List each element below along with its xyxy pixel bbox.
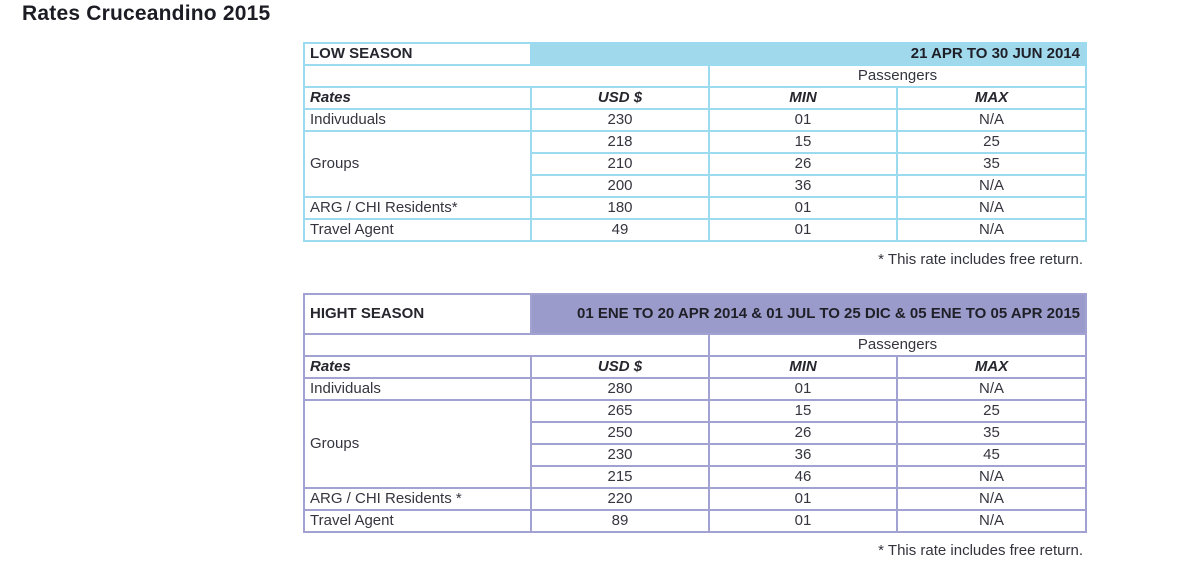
rates-table-low-season: LOW SEASON 21 APR TO 30 JUN 2014 Passeng… [303, 42, 1087, 242]
rate-category-cell: Travel Agent [303, 509, 532, 533]
min-value-cell: 01 [708, 108, 898, 132]
empty-cell [303, 64, 710, 88]
min-value-cell: 01 [708, 487, 898, 511]
column-header-row: Rates USD $ MIN MAX [303, 355, 1087, 379]
usd-value-cell: 280 [530, 377, 710, 401]
table-row: 200 36 N/A [304, 174, 1087, 198]
table-row: 250 26 35 [304, 421, 1087, 445]
max-value-cell: N/A [896, 509, 1087, 533]
min-value-cell: 36 [708, 174, 898, 198]
rate-category-cell: ARG / CHI Residents* [303, 196, 532, 220]
max-value-cell: N/A [896, 108, 1087, 132]
usd-value-cell: 218 [530, 130, 710, 154]
passengers-header-row: Passengers [303, 333, 1087, 357]
max-value-cell: N/A [896, 487, 1087, 511]
rate-category-cell: Travel Agent [303, 218, 532, 242]
table-row: Groups 218 15 25 [303, 130, 1087, 198]
empty-cell [303, 333, 710, 357]
usd-value-cell: 210 [530, 152, 710, 176]
rate-category-cell: Individuals [303, 377, 532, 401]
season-header-row: HIGHT SEASON 01 ENE TO 20 APR 2014 & 01 … [303, 293, 1087, 335]
table-row: Indivuduals 230 01 N/A [303, 108, 1087, 132]
max-value-cell: N/A [896, 174, 1087, 198]
usd-value-cell: 180 [530, 196, 710, 220]
usd-value-cell: 230 [530, 443, 710, 467]
column-header-row: Rates USD $ MIN MAX [303, 86, 1087, 110]
column-header-min: MIN [708, 355, 898, 379]
spacer [303, 269, 1085, 293]
usd-value-cell: 215 [530, 465, 710, 489]
column-header-max: MAX [896, 355, 1087, 379]
min-value-cell: 01 [708, 196, 898, 220]
usd-value-cell: 220 [530, 487, 710, 511]
rate-category-cell: Indivuduals [303, 108, 532, 132]
min-value-cell: 26 [708, 421, 898, 445]
usd-value-cell: 49 [530, 218, 710, 242]
footnote-low-season: * This rate includes free return. [878, 251, 1083, 268]
max-value-cell: 35 [896, 152, 1087, 176]
max-value-cell: 35 [896, 421, 1087, 445]
column-header-max: MAX [896, 86, 1087, 110]
rate-category-cell: Groups [303, 399, 532, 489]
passengers-header-cell: Passengers [708, 64, 1087, 88]
column-header-usd: USD $ [530, 355, 710, 379]
min-value-cell: 15 [708, 399, 898, 423]
max-value-cell: N/A [896, 465, 1087, 489]
usd-value-cell: 250 [530, 421, 710, 445]
date-range-cell: 21 APR TO 30 JUN 2014 [530, 42, 1087, 66]
season-header-row: LOW SEASON 21 APR TO 30 JUN 2014 [303, 42, 1087, 66]
season-label-cell: LOW SEASON [303, 42, 532, 66]
max-value-cell: 25 [896, 130, 1087, 154]
column-header-rates: Rates [303, 355, 532, 379]
column-header-rates: Rates [303, 86, 532, 110]
usd-value-cell: 230 [530, 108, 710, 132]
date-range-cell: 01 ENE TO 20 APR 2014 & 01 JUL TO 25 DIC… [530, 293, 1087, 335]
season-label-cell: HIGHT SEASON [303, 293, 532, 335]
column-header-min: MIN [708, 86, 898, 110]
table-row: 215 46 N/A [304, 465, 1087, 489]
min-value-cell: 36 [708, 443, 898, 467]
min-value-cell: 26 [708, 152, 898, 176]
rates-table-high-season: HIGHT SEASON 01 ENE TO 20 APR 2014 & 01 … [303, 293, 1087, 533]
table-row: Individuals 280 01 N/A [303, 377, 1087, 401]
max-value-cell: 45 [896, 443, 1087, 467]
rate-category-cell: ARG / CHI Residents * [303, 487, 532, 511]
min-value-cell: 46 [708, 465, 898, 489]
page-title: Rates Cruceandino 2015 [22, 2, 271, 25]
max-value-cell: N/A [896, 218, 1087, 242]
rate-category-cell: Groups [303, 130, 532, 198]
table-row: ARG / CHI Residents * 220 01 N/A [303, 487, 1087, 511]
usd-value-cell: 265 [530, 399, 710, 423]
table-row: 230 36 45 [304, 443, 1087, 467]
min-value-cell: 01 [708, 218, 898, 242]
min-value-cell: 01 [708, 377, 898, 401]
usd-value-cell: 200 [530, 174, 710, 198]
min-value-cell: 15 [708, 130, 898, 154]
table-row: 210 26 35 [304, 152, 1087, 176]
column-header-usd: USD $ [530, 86, 710, 110]
table-row: Travel Agent 49 01 N/A [303, 218, 1087, 242]
footnote-high-season: * This rate includes free return. [878, 542, 1083, 559]
table-row: Groups 265 15 25 [303, 399, 1087, 489]
rates-tables-area: LOW SEASON 21 APR TO 30 JUN 2014 Passeng… [303, 42, 1087, 560]
table-row: ARG / CHI Residents* 180 01 N/A [303, 196, 1087, 220]
max-value-cell: 25 [896, 399, 1087, 423]
usd-value-cell: 89 [530, 509, 710, 533]
max-value-cell: N/A [896, 196, 1087, 220]
table-row: Travel Agent 89 01 N/A [303, 509, 1087, 533]
max-value-cell: N/A [896, 377, 1087, 401]
min-value-cell: 01 [708, 509, 898, 533]
passengers-header-row: Passengers [303, 64, 1087, 88]
passengers-header-cell: Passengers [708, 333, 1087, 357]
